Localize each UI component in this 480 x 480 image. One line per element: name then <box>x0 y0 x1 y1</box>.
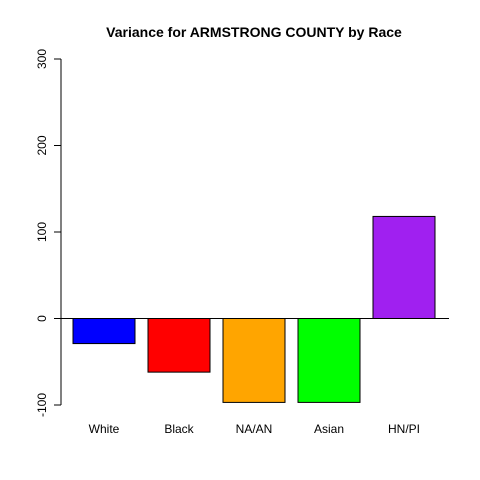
category-labels: White Black NA/AN Asian HN/PI <box>89 422 420 436</box>
y-tick-label: 200 <box>35 135 49 155</box>
y-tick-label: -100 <box>35 393 49 417</box>
x-tick-label: White <box>89 422 120 436</box>
bars <box>72 215 436 403</box>
y-tick-label: 300 <box>35 49 49 69</box>
x-tick-label: HN/PI <box>388 422 420 436</box>
chart-title: Variance for ARMSTRONG COUNTY by Race <box>106 24 402 40</box>
x-tick-label: NA/AN <box>236 422 273 436</box>
y-axis: -100 0 100 200 300 <box>35 49 62 417</box>
bar-na-an <box>222 318 286 403</box>
y-tick-label: 100 <box>35 222 49 242</box>
bar-black <box>147 318 211 373</box>
x-tick-label: Black <box>164 422 194 436</box>
x-tick-label: Asian <box>314 422 344 436</box>
bar-asian <box>297 318 361 403</box>
y-tick-label: 0 <box>35 315 49 322</box>
bar-white <box>72 318 136 345</box>
bar-hn-pi <box>372 215 436 319</box>
